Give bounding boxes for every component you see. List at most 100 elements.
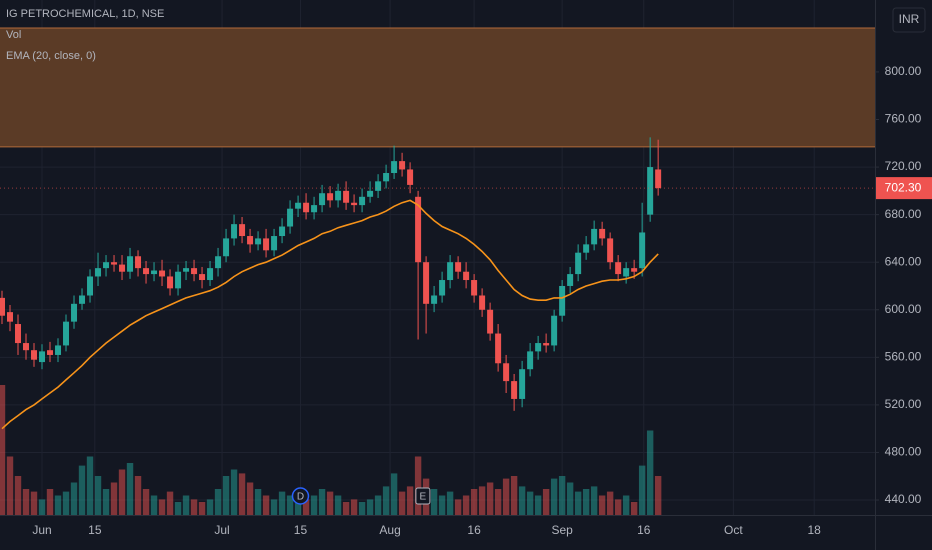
candle-body	[439, 280, 446, 296]
volume-bar	[222, 476, 230, 515]
candle-body	[527, 351, 534, 370]
candle-body	[111, 262, 118, 265]
volume-bar	[342, 502, 350, 515]
volume-bar	[366, 499, 374, 515]
x-tick-label: 15	[294, 523, 308, 537]
volume-bar	[278, 491, 286, 515]
volume-bar	[6, 456, 14, 515]
volume-bar	[182, 495, 190, 515]
candle-body	[487, 309, 494, 334]
volume-bar	[350, 499, 358, 515]
volume-bar	[22, 489, 30, 515]
candle-body	[207, 268, 214, 281]
candle-body	[511, 381, 518, 399]
resistance-zone	[0, 27, 875, 147]
volume-bar	[286, 495, 294, 515]
candle-body	[87, 276, 94, 296]
volume-bar	[230, 469, 238, 515]
x-tick-label: Aug	[379, 523, 400, 537]
candle-body	[351, 202, 358, 206]
volume-bar	[102, 489, 110, 515]
currency[interactable]: INR	[899, 12, 920, 26]
volume-bar	[502, 478, 510, 515]
volume-bar	[190, 499, 198, 515]
candle-body	[383, 173, 390, 182]
volume-bar	[374, 495, 382, 515]
candle-body	[151, 270, 158, 275]
x-tick-label: Sep	[551, 523, 573, 537]
dividend-marker	[291, 487, 310, 505]
candle-body	[7, 312, 14, 322]
candle-body	[559, 285, 566, 316]
candle-body	[327, 193, 334, 201]
candle-body	[415, 196, 422, 263]
currency-box[interactable]	[892, 7, 926, 33]
volume-bar	[430, 489, 438, 515]
candle-body	[199, 274, 206, 281]
candle-body	[63, 321, 70, 346]
volume-bar	[38, 499, 46, 515]
volume-bar	[166, 491, 174, 515]
y-tick-label: 520.00	[885, 397, 922, 411]
ema-line	[1, 199, 659, 430]
candle-body	[359, 196, 366, 206]
candle-body	[599, 228, 606, 239]
volume-bar	[142, 489, 150, 515]
candle-body	[463, 271, 470, 281]
candle-body	[47, 350, 54, 355]
candle-body	[167, 276, 174, 289]
volume-bar	[206, 499, 214, 515]
candle-body	[343, 190, 350, 203]
candle-body	[623, 268, 630, 277]
candle-body	[287, 208, 294, 227]
volume-bar	[86, 456, 94, 515]
volume-bar	[606, 491, 614, 515]
candle-body	[143, 268, 150, 275]
volume-bar	[398, 491, 406, 515]
event-label: E	[420, 492, 427, 503]
volume-bar	[334, 495, 342, 515]
volume-bar	[622, 495, 630, 515]
candle-body	[455, 262, 462, 272]
candle-body	[647, 167, 654, 215]
y-tick-label: 760.00	[885, 112, 922, 126]
volume-bar	[446, 491, 454, 515]
price-tag	[876, 177, 932, 200]
volume-bar	[94, 476, 102, 515]
candle-body	[31, 350, 38, 360]
volume-bar	[302, 499, 310, 515]
volume-bar	[294, 502, 302, 515]
volume-bar	[54, 495, 62, 515]
y-tick-label: 800.00	[885, 64, 922, 78]
candle-body	[71, 303, 78, 322]
candle-body	[39, 351, 46, 363]
candle-body	[543, 343, 550, 346]
candle-body	[399, 161, 406, 170]
price-tag-label: 702.30	[885, 180, 922, 194]
volume-bar	[518, 486, 526, 515]
volume-bar	[462, 495, 470, 515]
x-tick-label: 16	[467, 523, 481, 537]
volume-bar	[246, 482, 254, 515]
volume-bar	[262, 495, 270, 515]
candle-body	[271, 236, 278, 251]
candle-body	[231, 224, 238, 239]
volume-bar	[110, 482, 118, 515]
candle-layer	[0, 137, 662, 411]
volume-bar	[30, 491, 38, 515]
x-tick-label: Jul	[214, 523, 229, 537]
candle-body	[335, 190, 342, 201]
candle-body	[263, 238, 270, 251]
x-tick-label: 16	[637, 523, 651, 537]
x-tick-label: Jun	[32, 523, 51, 537]
candle-body	[567, 274, 574, 286]
candle-body	[319, 193, 326, 206]
volume-bar	[198, 502, 206, 515]
volume-bar	[590, 486, 598, 515]
candle-body	[215, 256, 222, 269]
volume-bar	[318, 489, 326, 515]
candle-body	[255, 238, 262, 245]
